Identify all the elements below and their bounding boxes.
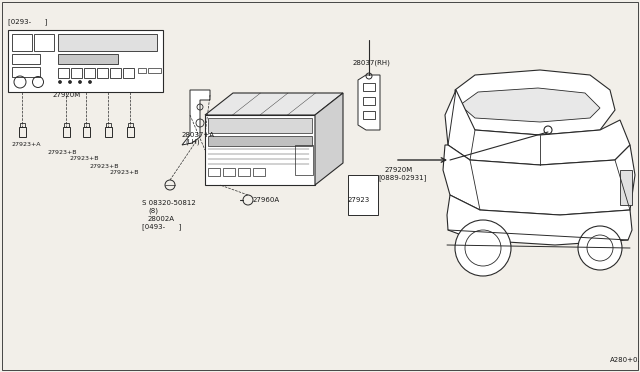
Bar (363, 111, 375, 119)
Bar (295, 145, 313, 175)
Bar (63, 127, 70, 137)
Bar (83, 127, 90, 137)
Text: 27923+B: 27923+B (48, 150, 77, 154)
Text: 28037+A: 28037+A (182, 132, 215, 138)
Circle shape (455, 220, 511, 276)
Text: 27923: 27923 (348, 197, 371, 203)
Text: S 08320-50812: S 08320-50812 (142, 200, 196, 206)
Bar (71, 68, 82, 78)
Text: (8): (8) (148, 208, 158, 214)
Text: [0493-      ]: [0493- ] (142, 224, 181, 230)
Bar (138, 68, 146, 73)
Text: [0889-02931]: [0889-02931] (378, 174, 426, 182)
Polygon shape (358, 75, 380, 130)
Bar (148, 68, 161, 73)
Circle shape (79, 80, 81, 83)
Text: 27920M: 27920M (385, 167, 413, 173)
Bar (58, 68, 69, 78)
Bar (128, 123, 133, 127)
Bar (58, 34, 157, 51)
Bar (19, 127, 26, 137)
Circle shape (68, 80, 72, 83)
Bar (223, 168, 235, 176)
Circle shape (58, 80, 61, 83)
Bar (110, 68, 121, 78)
Bar (106, 123, 111, 127)
Bar (12, 54, 40, 64)
Text: 27923+B: 27923+B (110, 170, 140, 176)
Polygon shape (447, 195, 632, 245)
Bar (58, 54, 118, 64)
Bar (363, 83, 375, 91)
Bar (105, 127, 112, 137)
Polygon shape (460, 88, 600, 122)
Bar (8, 30, 163, 92)
Bar (34, 34, 54, 51)
Polygon shape (182, 90, 210, 145)
Bar (84, 123, 89, 127)
Bar (238, 168, 250, 176)
Bar (127, 127, 134, 137)
Polygon shape (443, 145, 635, 215)
Bar (363, 97, 375, 105)
Bar (620, 170, 632, 205)
Text: 27923+A: 27923+A (11, 141, 40, 147)
Bar (253, 168, 265, 176)
Polygon shape (315, 93, 343, 185)
Bar (208, 118, 312, 133)
Text: A280+0.0: A280+0.0 (610, 357, 640, 363)
Bar (12, 34, 32, 51)
Text: 27920M: 27920M (53, 92, 81, 98)
Bar (123, 68, 134, 78)
Text: 27960A: 27960A (253, 197, 280, 203)
Polygon shape (205, 115, 315, 185)
Circle shape (578, 226, 622, 270)
Text: [0293-      ]: [0293- ] (8, 19, 47, 25)
Bar (20, 123, 25, 127)
Bar (64, 123, 69, 127)
Polygon shape (445, 90, 630, 165)
Polygon shape (455, 70, 615, 135)
Bar (208, 136, 312, 146)
Bar (12, 67, 40, 77)
Text: (LH): (LH) (185, 139, 200, 145)
Polygon shape (205, 93, 343, 115)
Bar (97, 68, 108, 78)
Bar (208, 168, 220, 176)
Circle shape (88, 80, 92, 83)
Text: 28037(RH): 28037(RH) (353, 60, 391, 66)
Text: 27923+B: 27923+B (90, 164, 120, 169)
Bar (348, 175, 378, 215)
Text: 27923+B: 27923+B (70, 157, 99, 161)
Text: 28002A: 28002A (148, 216, 175, 222)
Bar (84, 68, 95, 78)
